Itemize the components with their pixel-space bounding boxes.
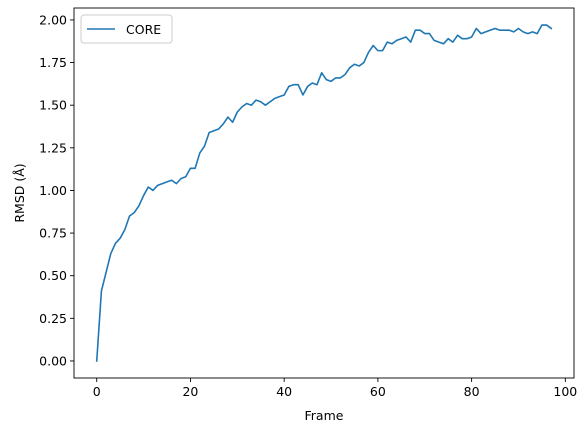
plot-frame: [73, 7, 575, 379]
legend-box: [80, 14, 173, 44]
y-tick-label: 0.75: [39, 226, 67, 241]
legend-label-core: CORE: [126, 22, 161, 37]
plot-background: [74, 8, 574, 378]
y-axis-ticks: 0.00 0.25 0.50 0.75 1.00 1.25 1.50 1.75 2.00: [39, 12, 74, 368]
y-tick-label: 1.25: [39, 140, 67, 155]
x-axis-ticks: 0 20 40 60 80 100: [93, 378, 577, 399]
y-tick-label: 1.00: [39, 183, 67, 198]
y-tick-label: 1.75: [39, 55, 67, 70]
x-tick-label: 80: [464, 384, 480, 399]
x-tick-label: 40: [276, 384, 292, 399]
y-tick-label: 1.50: [39, 98, 67, 113]
x-tick-label: 0: [93, 384, 101, 399]
series-line-core: [95, 24, 553, 362]
y-axis-label: RMSD (Å): [12, 163, 27, 222]
y-tick-label: 0.50: [39, 268, 67, 283]
x-tick-label: 100: [553, 384, 577, 399]
y-tick-label: 0.00: [39, 353, 67, 368]
x-tick-label: 20: [182, 384, 198, 399]
x-tick-label: 60: [370, 384, 386, 399]
x-axis-label: Frame: [305, 408, 344, 423]
y-tick-label: 0.25: [39, 311, 67, 326]
legend: CORE: [80, 14, 173, 44]
plot-area: [73, 7, 575, 379]
y-tick-label: 2.00: [39, 12, 67, 27]
